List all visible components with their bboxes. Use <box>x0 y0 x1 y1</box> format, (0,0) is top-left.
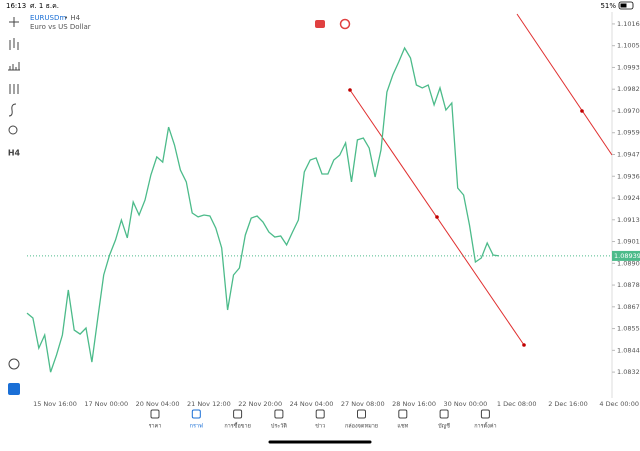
symbol-description: Euro vs US Dollar <box>30 23 91 31</box>
y-tick-label: 1.08555 <box>617 325 640 333</box>
trend-line <box>516 13 613 156</box>
sell-button[interactable] <box>315 20 325 28</box>
shapes-tool[interactable] <box>8 125 18 135</box>
crosshair-tool[interactable] <box>9 17 19 27</box>
y-tick-label: 1.09590 <box>617 129 640 137</box>
y-tick-label: 1.09705 <box>617 107 640 115</box>
app-logo[interactable] <box>8 383 20 395</box>
x-tick-label: 28 Nov 16:00 <box>392 400 436 408</box>
y-tick-label: 1.10165 <box>617 20 640 28</box>
y-tick-label: 1.08900 <box>617 259 640 267</box>
trend-point <box>580 109 584 113</box>
nav-icon[interactable] <box>150 409 160 419</box>
date: ศ. 1 ธ.ค. <box>30 2 59 10</box>
nav-label[interactable]: กล่องจดหมาย <box>345 424 378 430</box>
y-tick-label: 1.09360 <box>617 172 640 180</box>
y-tick-label: 1.08670 <box>617 303 640 311</box>
x-tick-label: 15 Nov 16:00 <box>33 400 77 408</box>
price-line <box>26 46 500 373</box>
nav-label[interactable]: การซื้อขาย <box>224 422 250 430</box>
left-toolbar <box>8 17 20 370</box>
symbol-name[interactable]: EURUSDm <box>30 14 66 22</box>
y-tick-label: 1.09130 <box>617 216 640 224</box>
x-tick-label: 21 Nov 12:00 <box>187 400 231 408</box>
nav-icon[interactable] <box>191 409 201 419</box>
y-tick-label: 1.09935 <box>617 63 640 71</box>
x-tick-label: 22 Nov 20:00 <box>238 400 282 408</box>
x-tick-label: 4 Dec 00:00 <box>599 400 639 408</box>
y-tick-label: 1.08325 <box>617 368 640 376</box>
objects-tool[interactable] <box>9 84 19 94</box>
nav-label[interactable]: ประวัติ <box>271 423 287 430</box>
nav-icon[interactable] <box>398 409 408 419</box>
indicators-tool[interactable] <box>8 62 20 71</box>
x-tick-label: 17 Nov 00:00 <box>84 400 128 408</box>
nav-label[interactable]: ราคา <box>149 424 162 430</box>
function-tool[interactable] <box>8 103 17 117</box>
nav-icon[interactable] <box>233 409 243 419</box>
nav-icon[interactable] <box>315 409 325 419</box>
y-tick-label: 1.10050 <box>617 42 640 50</box>
nav-icon[interactable] <box>357 409 366 419</box>
trend-point <box>522 343 526 347</box>
chart-type-tool[interactable] <box>9 38 19 50</box>
y-tick-label: 1.08440 <box>617 346 640 354</box>
x-tick-label: 2 Dec 16:00 <box>548 400 588 408</box>
battery-text: 51% <box>600 2 616 10</box>
x-tick-label: 30 Nov 00:00 <box>443 400 487 408</box>
trend-point <box>348 88 352 92</box>
nav-label[interactable]: ข่าว <box>315 424 325 430</box>
nav-icon[interactable] <box>274 409 284 419</box>
nav-label[interactable]: กราฟ <box>190 423 203 430</box>
nav-label[interactable]: บัญชี <box>438 423 450 430</box>
trend-lines <box>348 13 613 347</box>
nav-label[interactable]: การตั้งค่า <box>474 422 496 430</box>
nav-icon[interactable] <box>480 409 490 419</box>
x-tick-label: 24 Nov 04:00 <box>290 400 334 408</box>
nav-icon[interactable] <box>439 409 449 419</box>
y-tick-label: 1.09820 <box>617 85 640 93</box>
buy-button[interactable] <box>339 18 351 30</box>
x-tick-label: 20 Nov 04:00 <box>136 400 180 408</box>
y-tick-label: 1.09015 <box>617 238 640 246</box>
timeframe-button[interactable]: H4 <box>8 149 21 158</box>
x-tick-label: 1 Dec 08:00 <box>497 400 537 408</box>
battery-icon <box>618 1 634 10</box>
battery-level <box>620 3 627 8</box>
nav-label[interactable]: แชท <box>397 423 408 430</box>
trade-tool[interactable] <box>8 358 20 370</box>
current-price-label: 1.08939 <box>614 252 640 260</box>
current-price-box <box>612 250 640 261</box>
trend-point <box>435 215 439 219</box>
symbol-timeframe: • H4 <box>64 14 81 22</box>
clock: 16:13 <box>6 2 26 10</box>
x-tick-label: 27 Nov 08:00 <box>341 400 385 408</box>
y-tick-label: 1.09475 <box>617 150 640 158</box>
y-tick-label: 1.09245 <box>617 194 640 202</box>
y-tick-label: 1.08785 <box>617 281 640 289</box>
